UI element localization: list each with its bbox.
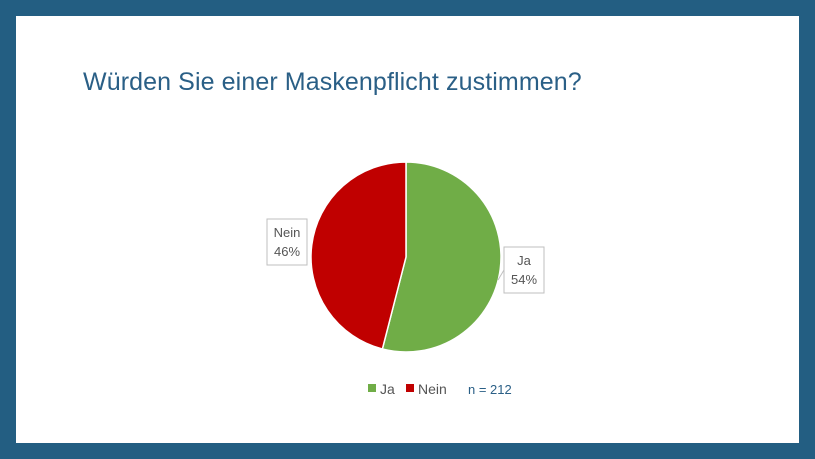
data-label-percent: 54% [511, 272, 537, 287]
legend-label: Ja [380, 381, 395, 397]
legend-item-ja: Ja [368, 381, 395, 397]
data-label-category: Ja [517, 253, 532, 268]
pie-slice-nein [310, 161, 407, 350]
pie-slice-ja [381, 161, 502, 353]
legend-label: Nein [418, 381, 447, 397]
slide-title: Würden Sie einer Maskenpflicht zustimmen… [83, 68, 582, 96]
pie-chart: Ja 54% Nein 46% Ja Nein n = 212 [266, 161, 545, 397]
sample-size-note: n = 212 [468, 382, 512, 397]
legend-swatch [406, 384, 414, 392]
data-label-nein: Nein 46% [266, 218, 308, 266]
data-label-category: Nein [274, 225, 301, 240]
data-label-ja: Ja 54% [497, 246, 545, 294]
data-label-percent: 46% [274, 244, 300, 259]
legend-swatch [368, 384, 376, 392]
legend-item-nein: Nein [406, 381, 447, 397]
slide: Würden Sie einer Maskenpflicht zustimmen… [16, 16, 799, 443]
